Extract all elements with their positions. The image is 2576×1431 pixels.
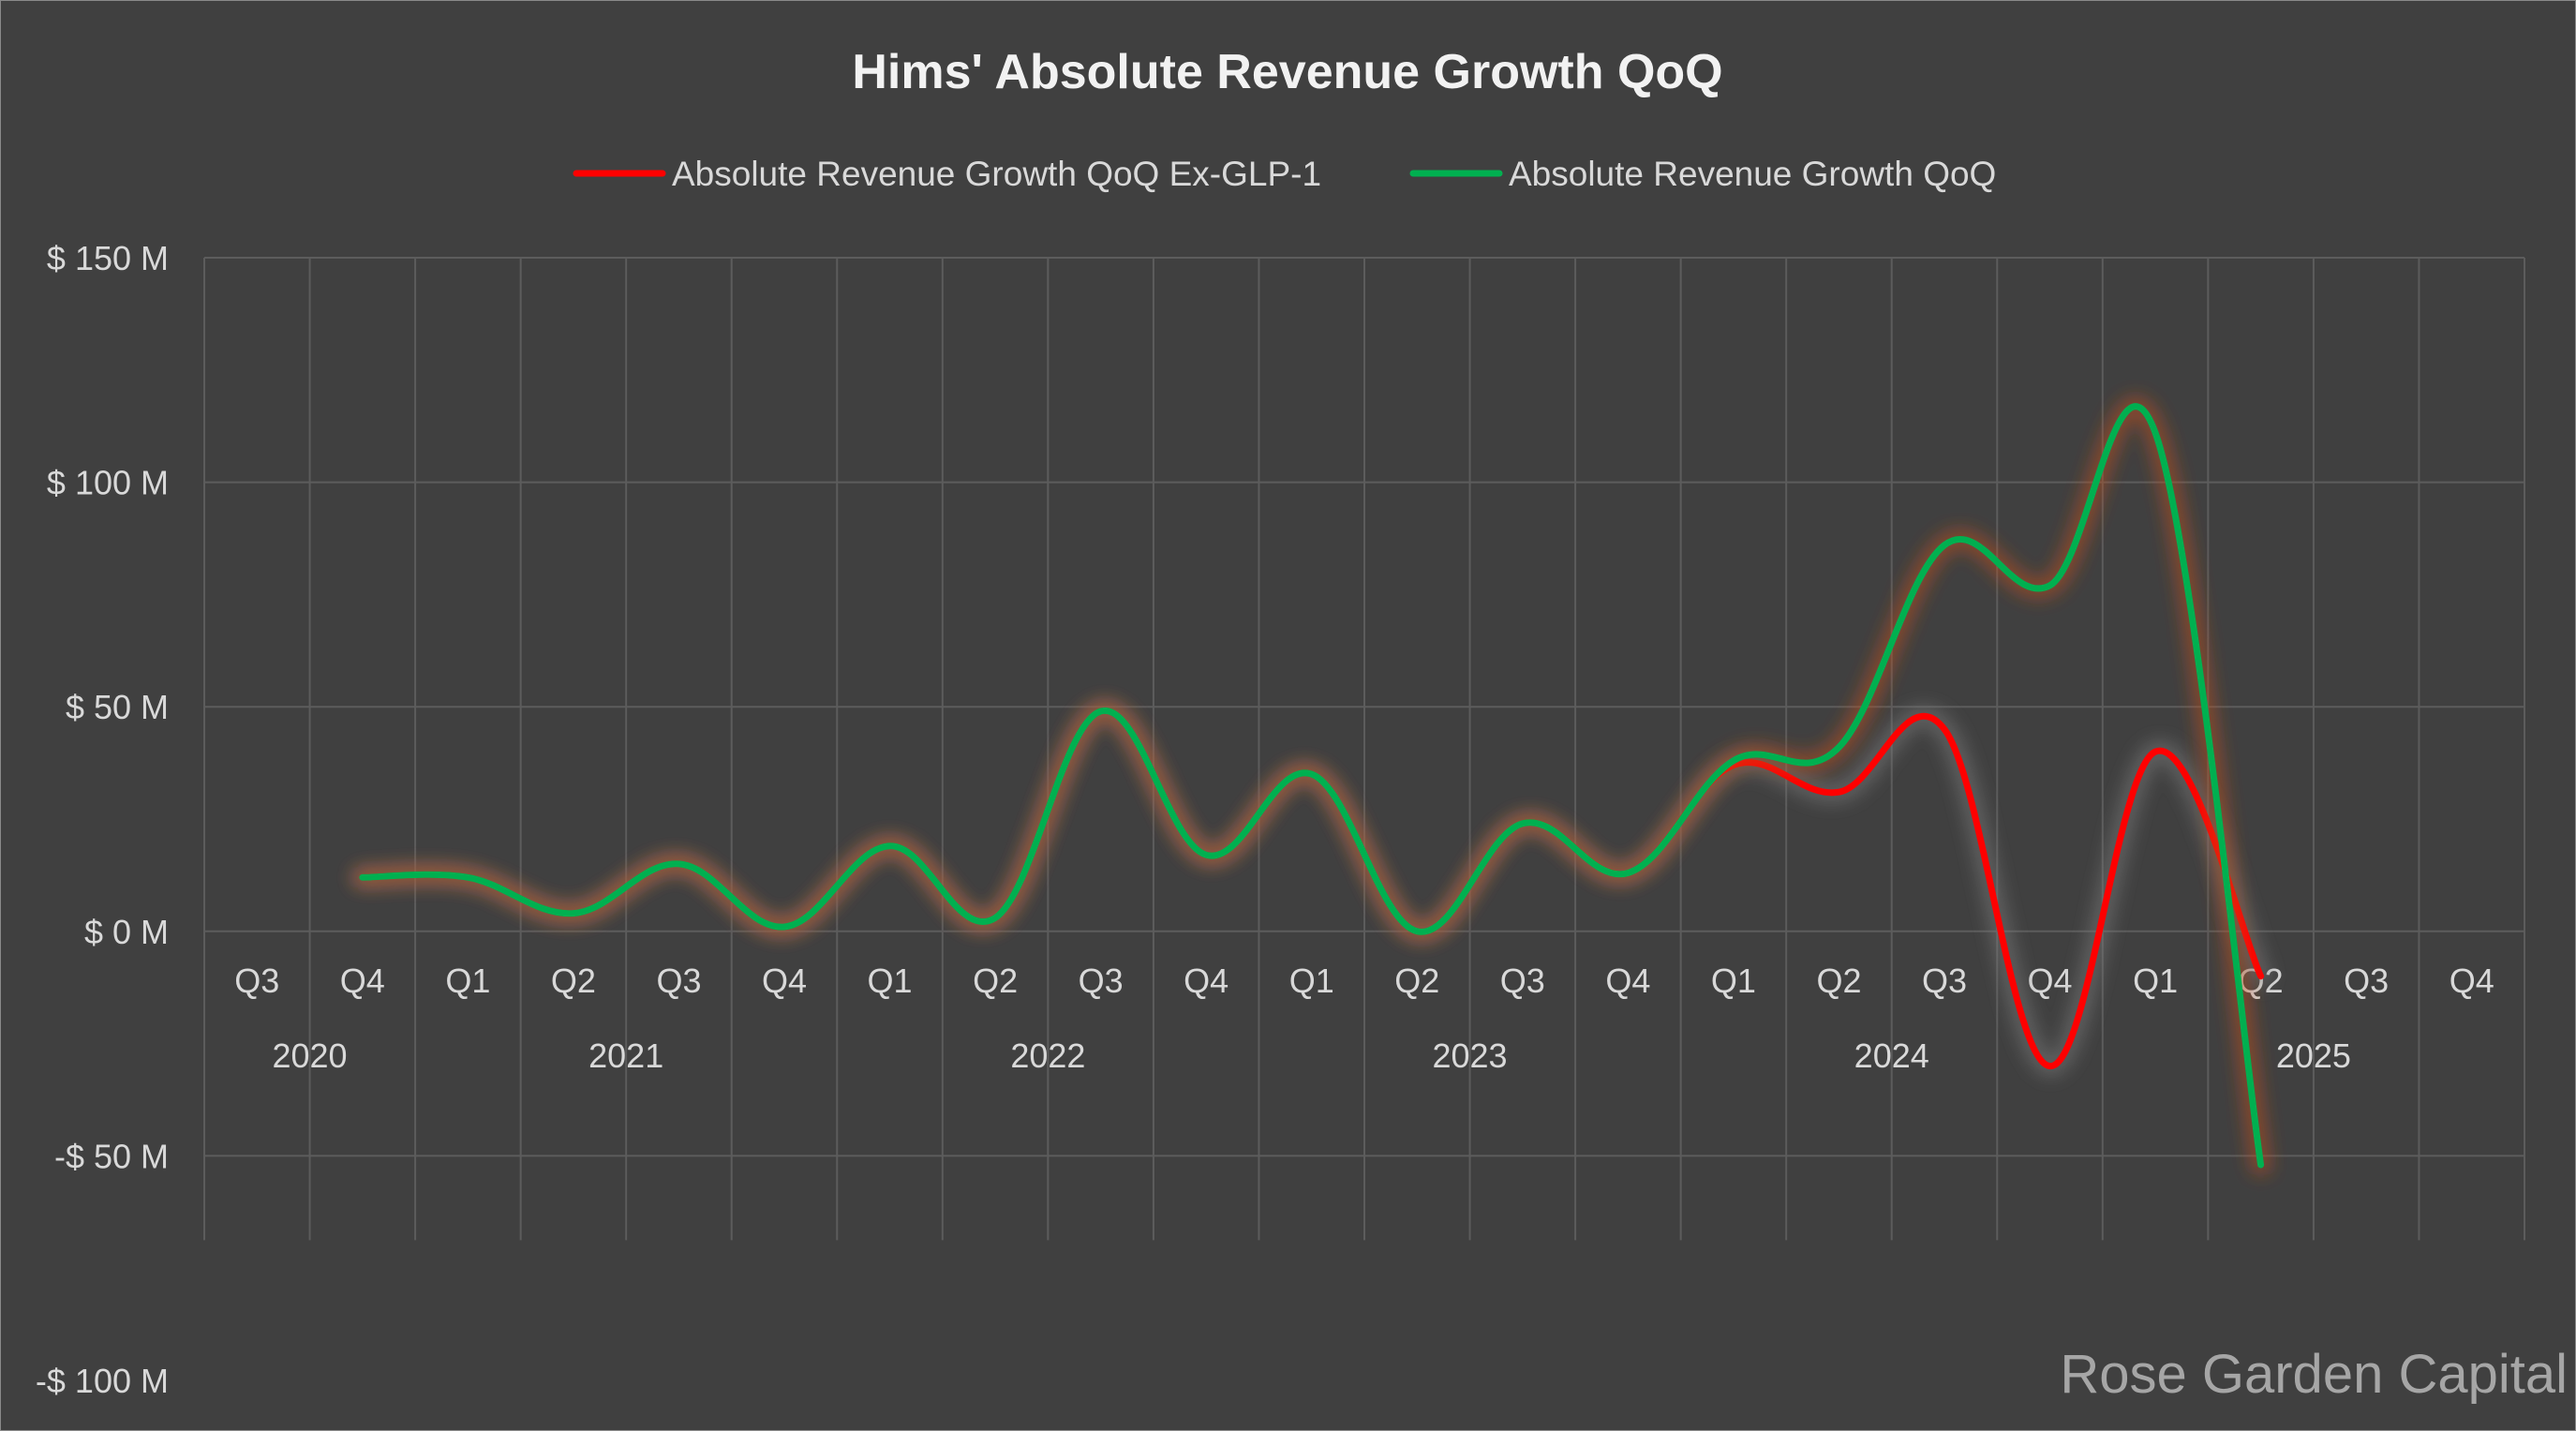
x-tick-label: Q1	[1711, 961, 1756, 1000]
x-tick-label: Q2	[973, 961, 1018, 1000]
series-layer	[351, 395, 2271, 1175]
x-tick-label: Q4	[2449, 961, 2494, 1000]
y-tick-label: -$ 100 M	[36, 1362, 169, 1400]
x-tick-label: Q4	[762, 961, 807, 1000]
x-tick-label: Q3	[1079, 961, 1124, 1000]
x-tick-label: Q4	[1184, 961, 1228, 1000]
y-tick-label: $ 100 M	[47, 464, 169, 502]
x-tick-label: Q3	[234, 961, 279, 1000]
year-label: 2024	[1854, 1036, 1929, 1075]
year-label: 2025	[2276, 1036, 2351, 1075]
year-label: 2020	[272, 1036, 347, 1075]
year-label: 2023	[1432, 1036, 1507, 1075]
gridlines	[203, 257, 2525, 1241]
x-tick-label: Q1	[868, 961, 913, 1000]
x-tick-label: Q4	[340, 961, 385, 1000]
y-tick-label: $ 150 M	[47, 239, 169, 277]
year-label: 2021	[588, 1036, 663, 1075]
x-tick-label: Q2	[1816, 961, 1861, 1000]
chart-title: Hims' Absolute Revenue Growth QoQ	[852, 45, 1722, 99]
x-tick-label: Q3	[2344, 961, 2389, 1000]
x-tick-label: Q1	[2133, 961, 2178, 1000]
x-tick-label: Q1	[1289, 961, 1334, 1000]
legend: Absolute Revenue Growth QoQ Ex-GLP-1 Abso…	[573, 155, 1996, 193]
y-tick-label: -$ 50 M	[54, 1137, 169, 1175]
legend-label-total: Absolute Revenue Growth QoQ	[1509, 155, 1996, 193]
x-tick-label: Q3	[1500, 961, 1545, 1000]
x-tick-label: Q3	[1922, 961, 1967, 1000]
x-tick-label: Q4	[2028, 961, 2073, 1000]
x-tick-label: Q1	[445, 961, 490, 1000]
y-axis: $ 150 M $ 100 M $ 50 M $ 0 M -$ 50 M -$ 100 M	[36, 239, 169, 1400]
x-tick-label: Q4	[1605, 961, 1650, 1000]
series-line-total	[359, 403, 2265, 1169]
y-tick-label: $ 0 M	[84, 913, 169, 951]
x-tick-label: Q3	[656, 961, 701, 1000]
x-axis: Q3 Q4 Q1 Q2 Q3 Q4 Q1 Q2 Q3 Q4 Q1 Q2 Q3 Q4 Q1 Q2 Q3 Q4 Q1 Q2…	[234, 961, 2494, 1075]
x-tick-label: Q2	[1394, 961, 1439, 1000]
year-label: 2022	[1010, 1036, 1085, 1075]
y-tick-label: $ 50 M	[66, 688, 169, 726]
watermark: Rose Garden Capital	[2060, 1344, 2568, 1405]
x-tick-label: Q2	[551, 961, 596, 1000]
legend-label-ex-glp1: Absolute Revenue Growth QoQ Ex-GLP-1	[672, 155, 1321, 193]
